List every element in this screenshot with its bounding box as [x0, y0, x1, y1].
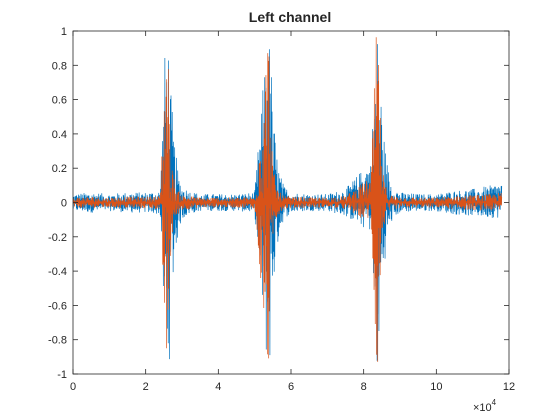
- x-tick-label: 2: [143, 381, 149, 393]
- x-tick-label: 4: [215, 381, 221, 393]
- x-exponent-base: ×10: [473, 402, 492, 414]
- x-exponent-label: ×104: [473, 398, 497, 414]
- x-tick-label: 12: [503, 381, 515, 393]
- x-exponent-power: 4: [492, 398, 497, 407]
- y-tick-label: -0.2: [48, 232, 67, 244]
- y-tick-label: -0.4: [48, 266, 67, 278]
- y-tick-label: 1: [61, 26, 67, 38]
- y-tick-label: 0.8: [52, 60, 67, 72]
- svg-text:×104: ×104: [473, 398, 497, 414]
- chart-title: Left channel: [249, 9, 331, 25]
- y-tick-label: 0.4: [52, 129, 67, 141]
- y-tick-label: 0.2: [52, 163, 67, 175]
- y-tick-label: -1: [57, 369, 67, 381]
- y-tick-label: -0.8: [48, 335, 67, 347]
- x-tick-label: 10: [430, 381, 442, 393]
- y-tick-label: 0: [61, 198, 67, 210]
- y-tick-label: -0.6: [48, 300, 67, 312]
- y-tick-label: 0.6: [52, 95, 67, 107]
- x-tick-label: 8: [361, 381, 367, 393]
- x-tick-label: 6: [288, 381, 294, 393]
- x-tick-label: 0: [70, 381, 76, 393]
